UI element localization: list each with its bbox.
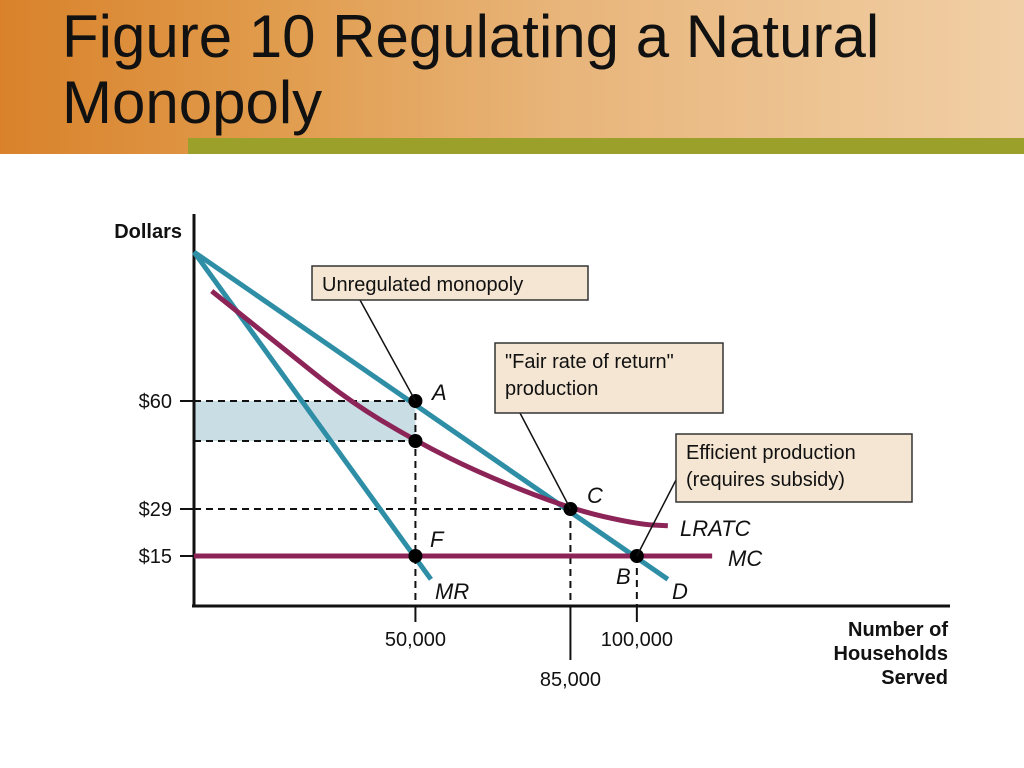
annotation-text: Efficient production	[686, 442, 856, 464]
series-label-mr: MR	[435, 579, 469, 604]
title-background	[0, 0, 1024, 154]
annotation-text: "Fair rate of return"	[505, 351, 674, 373]
point-label-a: A	[430, 380, 447, 405]
curve-lratc	[210, 289, 669, 529]
x-axis-title-line: Served	[881, 667, 948, 689]
x-tick-label: 85,000	[540, 669, 601, 691]
point-label-b: B	[616, 564, 631, 589]
y-tick-label: $15	[139, 546, 172, 568]
chart-labels: A C F B D MR LRATC MC $60 $29 $15 50,000 85,000100,0…	[114, 221, 948, 691]
annotation-text: Unregulated monopoly	[322, 274, 523, 296]
point-label-f: F	[430, 527, 445, 552]
series-label-lratc: LRATC	[680, 516, 751, 541]
x-tick-label: 100,000	[601, 629, 673, 651]
point-label-c: C	[587, 483, 603, 508]
x-axis-title-line: Households	[834, 643, 948, 665]
title-underline-bar	[188, 138, 1024, 154]
y-axis-title: Dollars	[114, 221, 182, 243]
point-f	[408, 549, 423, 563]
x-axis-title-line: Number of	[848, 619, 948, 641]
point-atc-1	[408, 434, 423, 448]
annotation-box-a	[311, 265, 589, 301]
annotation-box-c	[494, 342, 724, 414]
annotation-leader-c	[519, 412, 572, 510]
series-label-mc: MC	[728, 546, 762, 571]
curve-d	[192, 249, 670, 582]
annotation-text: (requires subsidy)	[686, 469, 845, 491]
annotation-leader-b	[636, 479, 677, 557]
series-label-d: D	[672, 579, 688, 604]
slide-title: Figure 10 Regulating a Natural Monopoly	[62, 3, 880, 136]
annotation-leader-a	[359, 299, 417, 402]
y-tick-label: $60	[139, 391, 172, 413]
x-tick-label: 50,000	[385, 629, 446, 651]
annotation-box-b	[675, 433, 913, 503]
y-tick-label: $29	[139, 499, 172, 521]
curves	[191, 249, 713, 582]
annotation-text: production	[505, 378, 598, 400]
